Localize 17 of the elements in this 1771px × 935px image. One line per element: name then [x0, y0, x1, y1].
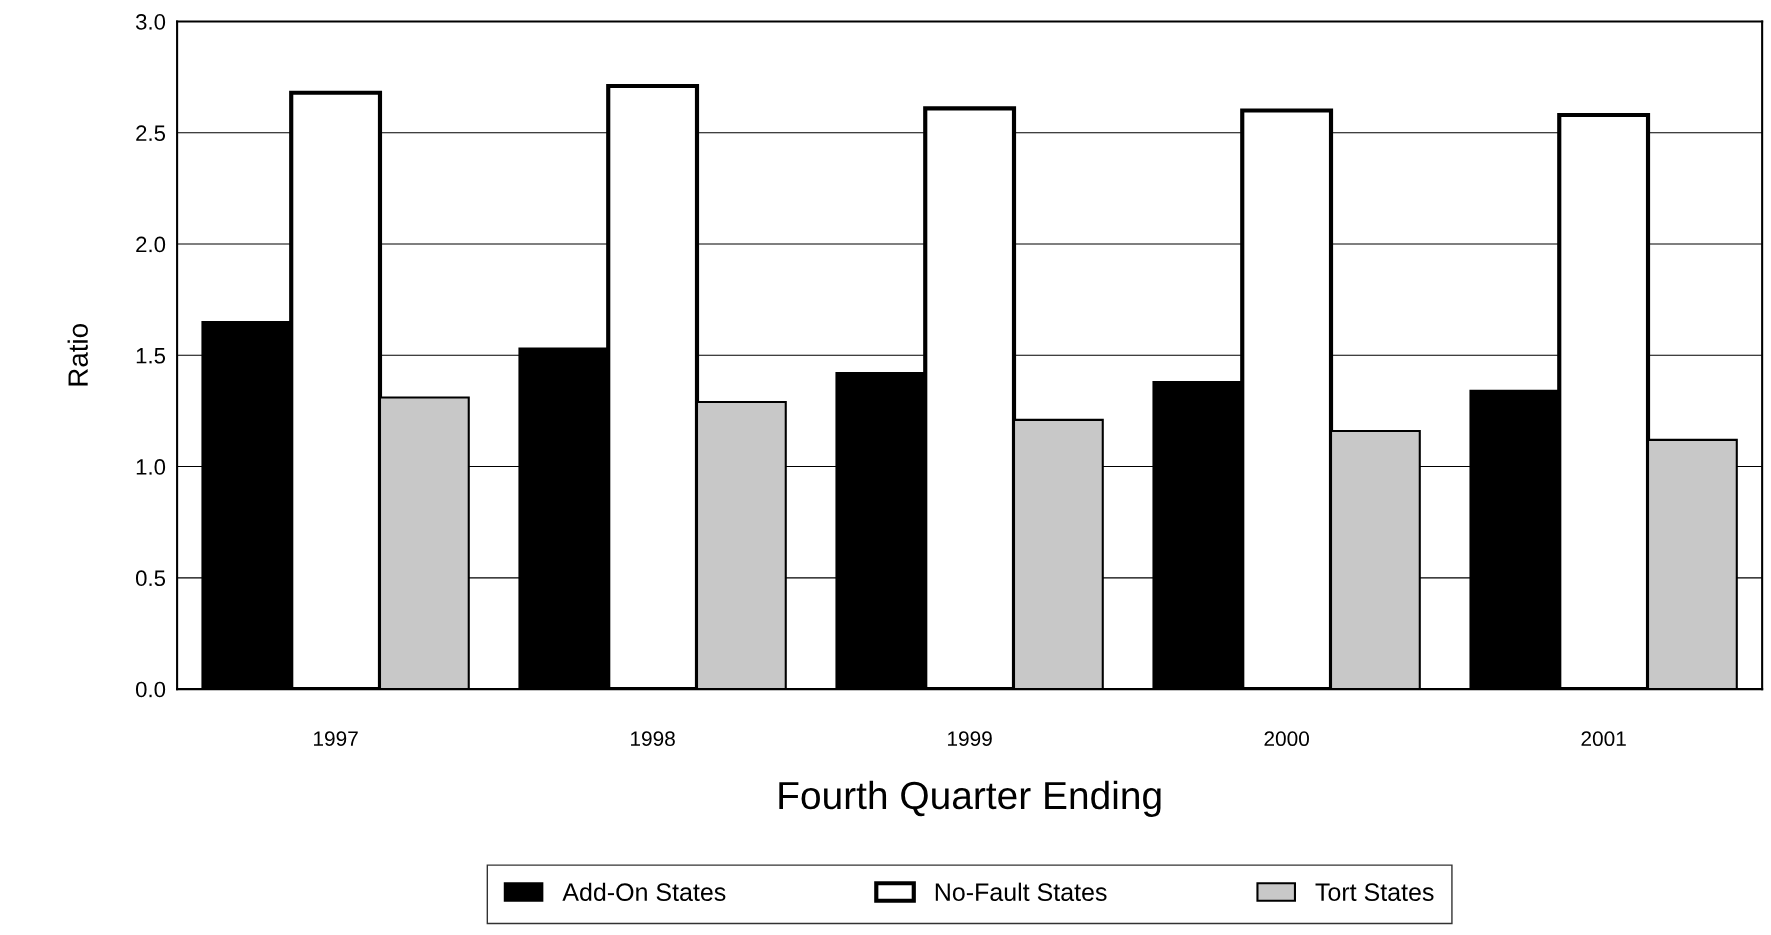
y-tick-label: 1.0 — [136, 459, 166, 475]
x-tick-label: 1997 — [314, 731, 358, 747]
x-tick-label: 1998 — [631, 731, 675, 747]
legend-label: Add-On States — [562, 882, 726, 902]
y-tick-label: 3.0 — [135, 14, 166, 30]
y-tick-label: 2.5 — [136, 125, 166, 142]
x-tick-label: 1999 — [948, 731, 992, 747]
y-tick-label: 0.5 — [135, 570, 166, 587]
y-axis-title: Ratio — [67, 324, 88, 386]
legend-label: Tort States — [1315, 883, 1434, 902]
y-tick-label: 0.0 — [135, 681, 166, 698]
x-tick-label: 2001 — [1581, 731, 1626, 747]
x-tick-label: 2000 — [1264, 731, 1309, 747]
legend-label: No-Fault States — [935, 882, 1107, 902]
y-tick-label: 2.0 — [136, 236, 166, 253]
y-tick-label: 1.5 — [136, 348, 166, 364]
x-axis-title: Fourth Quarter Ending — [779, 780, 1161, 817]
